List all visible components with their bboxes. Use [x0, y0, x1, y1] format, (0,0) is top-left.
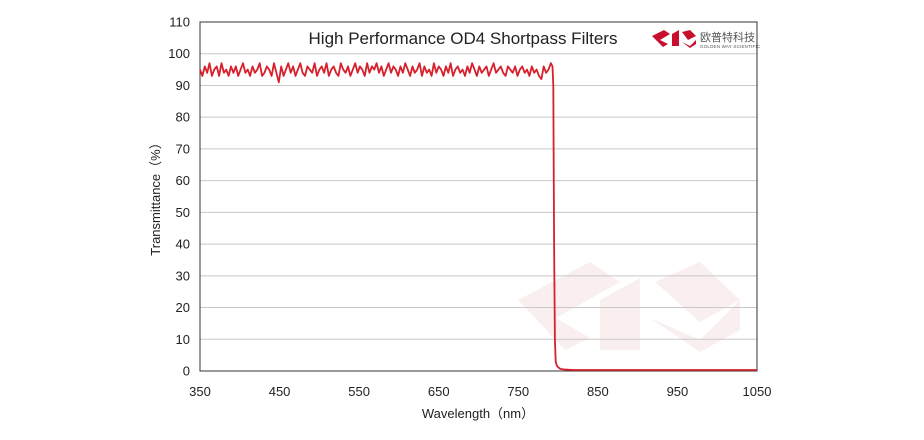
y-tick-label: 10 [176, 332, 190, 347]
y-tick-label: 90 [176, 78, 190, 93]
x-tick-label: 850 [587, 384, 609, 399]
y-tick-label: 30 [176, 268, 190, 283]
x-tick-label: 1050 [743, 384, 772, 399]
x-tick-labels: 350 450 550 650 750 850 950 1050 [189, 384, 771, 399]
y-tick-label: 50 [176, 205, 190, 220]
y-tick-label: 100 [168, 46, 190, 61]
y-tick-label: 80 [176, 110, 190, 125]
y-tick-labels: 0 10 20 30 40 50 60 70 80 90 100 110 [168, 15, 190, 379]
y-tick-label: 0 [183, 364, 190, 379]
y-tick-label: 70 [176, 141, 190, 156]
y-axis-title: Transmittance（%） [148, 136, 163, 255]
y-tick-label: 110 [169, 15, 190, 30]
plot-area-border [199, 21, 758, 372]
brand-logo: 欧普特科技 GOLDEN WAY SCIENTIFIC [652, 30, 761, 49]
brand-logo-mark [652, 30, 696, 48]
x-tick-label: 350 [189, 384, 211, 399]
x-tick-label: 950 [667, 384, 689, 399]
x-axis-title: Wavelength（nm） [422, 406, 534, 421]
y-tick-label: 60 [176, 173, 190, 188]
transmittance-series-line [199, 62, 757, 371]
y-tick-label: 20 [176, 300, 190, 315]
y-tick-label: 40 [176, 237, 190, 252]
x-tick-label: 650 [428, 384, 450, 399]
x-tick-label: 450 [269, 384, 291, 399]
chart-title: High Performance OD4 Shortpass Filters [309, 29, 618, 48]
x-tick-label: 550 [348, 384, 370, 399]
grid-lines [200, 53, 757, 340]
brand-name-cn: 欧普特科技 [700, 30, 755, 44]
brand-name-en: GOLDEN WAY SCIENTIFIC [700, 44, 761, 49]
x-tick-label: 750 [507, 384, 529, 399]
